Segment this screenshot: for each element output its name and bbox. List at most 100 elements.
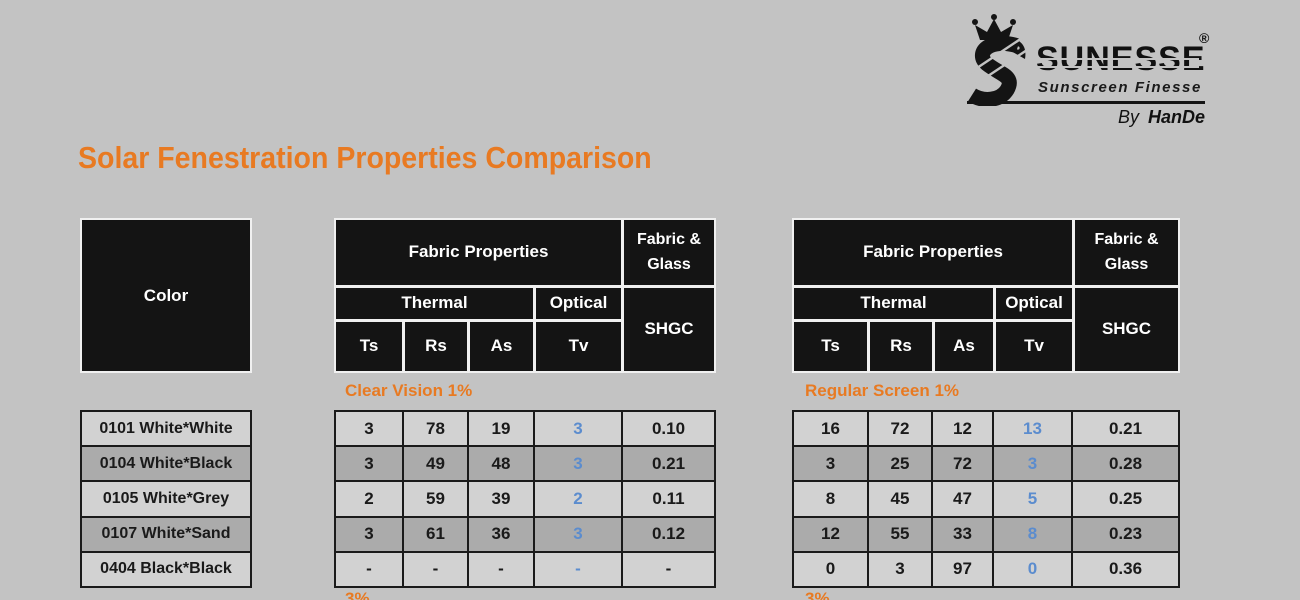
- header-tv: Tv: [536, 322, 621, 371]
- shgc-value-cell: 0.25: [1073, 482, 1178, 516]
- header-shgc: SHGC: [1075, 288, 1178, 371]
- tv-value-cell: -: [535, 552, 621, 586]
- next-section-label-partial: 3%: [805, 589, 830, 600]
- color-name-cell: 0404 Black*Black: [82, 552, 250, 586]
- byline-prefix: By: [1117, 107, 1139, 127]
- ts-value-cell: 0: [794, 552, 867, 586]
- header-rs: Rs: [870, 322, 932, 371]
- section-label-clear-vision: Clear Vision 1%: [345, 381, 473, 400]
- header-optical: Optical: [996, 288, 1072, 319]
- as-value-cell: 36: [469, 517, 533, 551]
- brand-byline: By HanDe: [965, 107, 1205, 128]
- crown-icon: [975, 19, 1013, 40]
- lion-s-swoosh: [967, 35, 1021, 106]
- regular-screen-header-table: Fabric Properties Fabric & Glass Thermal…: [792, 218, 1180, 373]
- rs-value-cell: 49: [404, 447, 467, 481]
- brand-stripe: [1036, 66, 1199, 68]
- ts-value-cell: 3: [336, 447, 402, 481]
- tv-value-cell: 3: [535, 447, 621, 481]
- as-value-cell: -: [469, 552, 533, 586]
- color-name-cell: 0107 White*Sand: [82, 517, 250, 551]
- header-fabric-glass-line1: Fabric &: [1094, 230, 1159, 248]
- sunesse-lion-crown-logo: [967, 14, 1030, 106]
- ts-value-cell: -: [336, 552, 402, 586]
- rs-value-cell: 78: [404, 412, 467, 446]
- as-value-cell: 33: [933, 517, 992, 551]
- ts-value-cell: 16: [794, 412, 867, 446]
- as-value-cell: 19: [469, 412, 533, 446]
- shgc-value-cell: 0.23: [1073, 517, 1178, 551]
- registered-trademark-icon: ®: [1199, 30, 1210, 46]
- as-value-cell: 47: [933, 482, 992, 516]
- tv-value-cell: 13: [994, 412, 1071, 446]
- rs-value-cell: 45: [869, 482, 931, 516]
- header-thermal: Thermal: [336, 288, 533, 319]
- header-fabric-glass: Fabric & Glass: [624, 220, 714, 285]
- page-title: Solar Fenestration Properties Comparison: [78, 140, 652, 175]
- header-thermal: Thermal: [794, 288, 993, 319]
- tv-value-cell: 8: [994, 517, 1071, 551]
- color-column-header: Color: [80, 218, 252, 373]
- as-value-cell: 97: [933, 552, 992, 586]
- as-value-cell: 72: [933, 447, 992, 481]
- header-tv: Tv: [996, 322, 1072, 371]
- byline-name: HanDe: [1147, 107, 1205, 127]
- header-fabric-glass: Fabric & Glass: [1075, 220, 1178, 285]
- ts-value-cell: 3: [336, 517, 402, 551]
- as-value-cell: 39: [469, 482, 533, 516]
- next-section-label-partial: 3%: [345, 589, 370, 600]
- shgc-value-cell: 0.36: [1073, 552, 1178, 586]
- ts-value-cell: 12: [794, 517, 867, 551]
- shgc-value-cell: 0.21: [623, 447, 714, 481]
- tv-value-cell: 3: [535, 517, 621, 551]
- color-name-cell: 0105 White*Grey: [82, 482, 250, 516]
- rs-value-cell: -: [404, 552, 467, 586]
- header-as: As: [935, 322, 993, 371]
- logo-underline: [967, 101, 1205, 104]
- header-rs: Rs: [405, 322, 467, 371]
- rs-value-cell: 59: [404, 482, 467, 516]
- shgc-value-cell: 0.28: [1073, 447, 1178, 481]
- shgc-value-cell: -: [623, 552, 714, 586]
- rs-value-cell: 25: [869, 447, 931, 481]
- header-fabric-properties: Fabric Properties: [794, 220, 1072, 285]
- ts-value-cell: 2: [336, 482, 402, 516]
- header-shgc: SHGC: [624, 288, 714, 371]
- as-value-cell: 48: [469, 447, 533, 481]
- regular-screen-data-table: 16 72 12 13 0.21 3 25 72 3 0.28 8 45 47 …: [792, 410, 1180, 588]
- clear-vision-data-table: 3 78 19 3 0.10 3 49 48 3 0.21 2 59 39 2 …: [334, 410, 716, 588]
- header-fabric-glass-line1: Fabric &: [636, 230, 701, 248]
- ts-value-cell: 3: [336, 412, 402, 446]
- ts-value-cell: 8: [794, 482, 867, 516]
- tv-value-cell: 3: [994, 447, 1071, 481]
- rs-value-cell: 55: [869, 517, 931, 551]
- shgc-value-cell: 0.12: [623, 517, 714, 551]
- ts-value-cell: 3: [794, 447, 867, 481]
- header-as: As: [470, 322, 533, 371]
- as-value-cell: 12: [933, 412, 992, 446]
- tv-value-cell: 0: [994, 552, 1071, 586]
- header-fabric-glass-line2: Glass: [647, 255, 691, 273]
- color-name-cell: 0101 White*White: [82, 412, 250, 446]
- brand-tagline: Sunscreen Finesse: [1038, 79, 1202, 96]
- rs-value-cell: 3: [869, 552, 931, 586]
- tv-value-cell: 2: [535, 482, 621, 516]
- header-ts: Ts: [794, 322, 867, 371]
- tv-value-cell: 5: [994, 482, 1071, 516]
- shgc-value-cell: 0.11: [623, 482, 714, 516]
- rs-value-cell: 72: [869, 412, 931, 446]
- header-ts: Ts: [336, 322, 402, 371]
- color-name-cell: 0104 White*Black: [82, 447, 250, 481]
- header-optical: Optical: [536, 288, 621, 319]
- shgc-value-cell: 0.21: [1073, 412, 1178, 446]
- color-table: 0101 White*White 0104 White*Black 0105 W…: [80, 410, 252, 588]
- header-fabric-glass-line2: Glass: [1104, 255, 1149, 273]
- tv-value-cell: 3: [535, 412, 621, 446]
- section-label-regular-screen: Regular Screen 1%: [805, 381, 960, 400]
- rs-value-cell: 61: [404, 517, 467, 551]
- clear-vision-header-table: Fabric Properties Fabric & Glass Thermal…: [334, 218, 716, 373]
- brand-stripe: [1036, 58, 1199, 60]
- header-fabric-properties: Fabric Properties: [336, 220, 621, 285]
- shgc-value-cell: 0.10: [623, 412, 714, 446]
